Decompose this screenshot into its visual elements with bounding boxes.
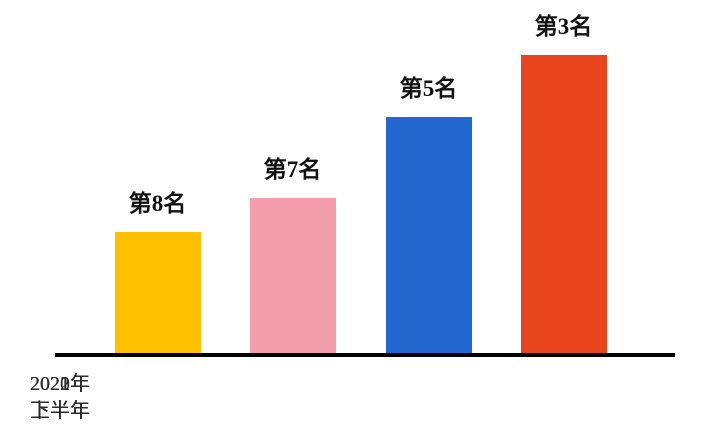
bar-value-label: 第5名 (399, 76, 458, 101)
x-axis-label-line2: 上半年 (30, 400, 90, 422)
x-axis-label-2021-h1: 2021年 上半年 (0, 371, 120, 425)
x-axis-label-2021-h2: 2021年 下半年 (0, 371, 120, 425)
bar-value-label: 第3名 (534, 14, 593, 39)
bar-2022-h1 (520, 55, 607, 353)
x-axis-label-line1: 2021年 (30, 373, 90, 395)
x-axis-label-line1: 2022年 (30, 373, 90, 395)
bar-group-2022-h1: 第3名 (520, 15, 607, 353)
bar-group-2020-h2: 第8名 (114, 192, 201, 353)
x-axis-label-line2: 下半年 (30, 400, 90, 422)
x-axis-label-2022-h1: 2022年 上半年 (0, 371, 120, 425)
x-axis-label-line2: 上半年 (30, 400, 90, 422)
x-axis-label-line1: 2020年 (30, 373, 90, 395)
bar-value-label: 第7名 (263, 157, 322, 182)
x-axis-line (55, 353, 675, 357)
bar-value-label: 第8名 (128, 191, 187, 216)
x-axis-label-line2: 下半年 (30, 400, 90, 422)
x-axis-label-2020-h2: 2020年 下半年 (0, 371, 120, 425)
bar-2021-h1 (249, 198, 336, 353)
x-axis-label-line1: 2021年 (30, 373, 90, 395)
bar-group-2021-h2: 第5名 (385, 77, 472, 353)
bar-group-2021-h1: 第7名 (249, 158, 336, 353)
bar-2021-h2 (385, 117, 472, 353)
bar-2020-h2 (114, 232, 201, 353)
